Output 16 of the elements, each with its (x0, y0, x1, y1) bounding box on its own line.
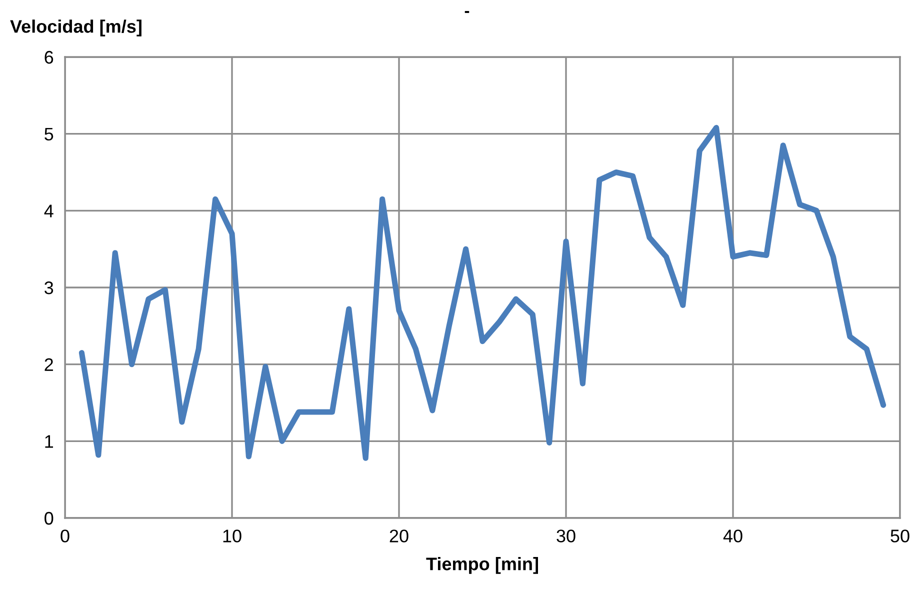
y-tick-label: 6 (44, 50, 54, 64)
y-axis-title: Velocidad [m/s] (10, 20, 142, 36)
x-tick-label: 30 (556, 530, 576, 542)
x-tick-label: 20 (390, 530, 408, 542)
x-tick-label: 50 (890, 530, 910, 542)
y-tick-label: 3 (44, 281, 54, 294)
x-tick-label: 0 (60, 530, 70, 542)
y-tick-label: 5 (44, 128, 54, 141)
x-axis-title: Tiempo [min] (426, 557, 538, 574)
x-tick-label: 10 (223, 530, 242, 542)
x-tick-label: 40 (723, 530, 742, 542)
y-tick-label: 0 (44, 512, 54, 525)
y-tick-label: 2 (44, 358, 53, 371)
y-tick-label: 1 (45, 435, 54, 448)
y-tick-label: 4 (44, 204, 54, 218)
chart-title: - (464, 10, 470, 13)
